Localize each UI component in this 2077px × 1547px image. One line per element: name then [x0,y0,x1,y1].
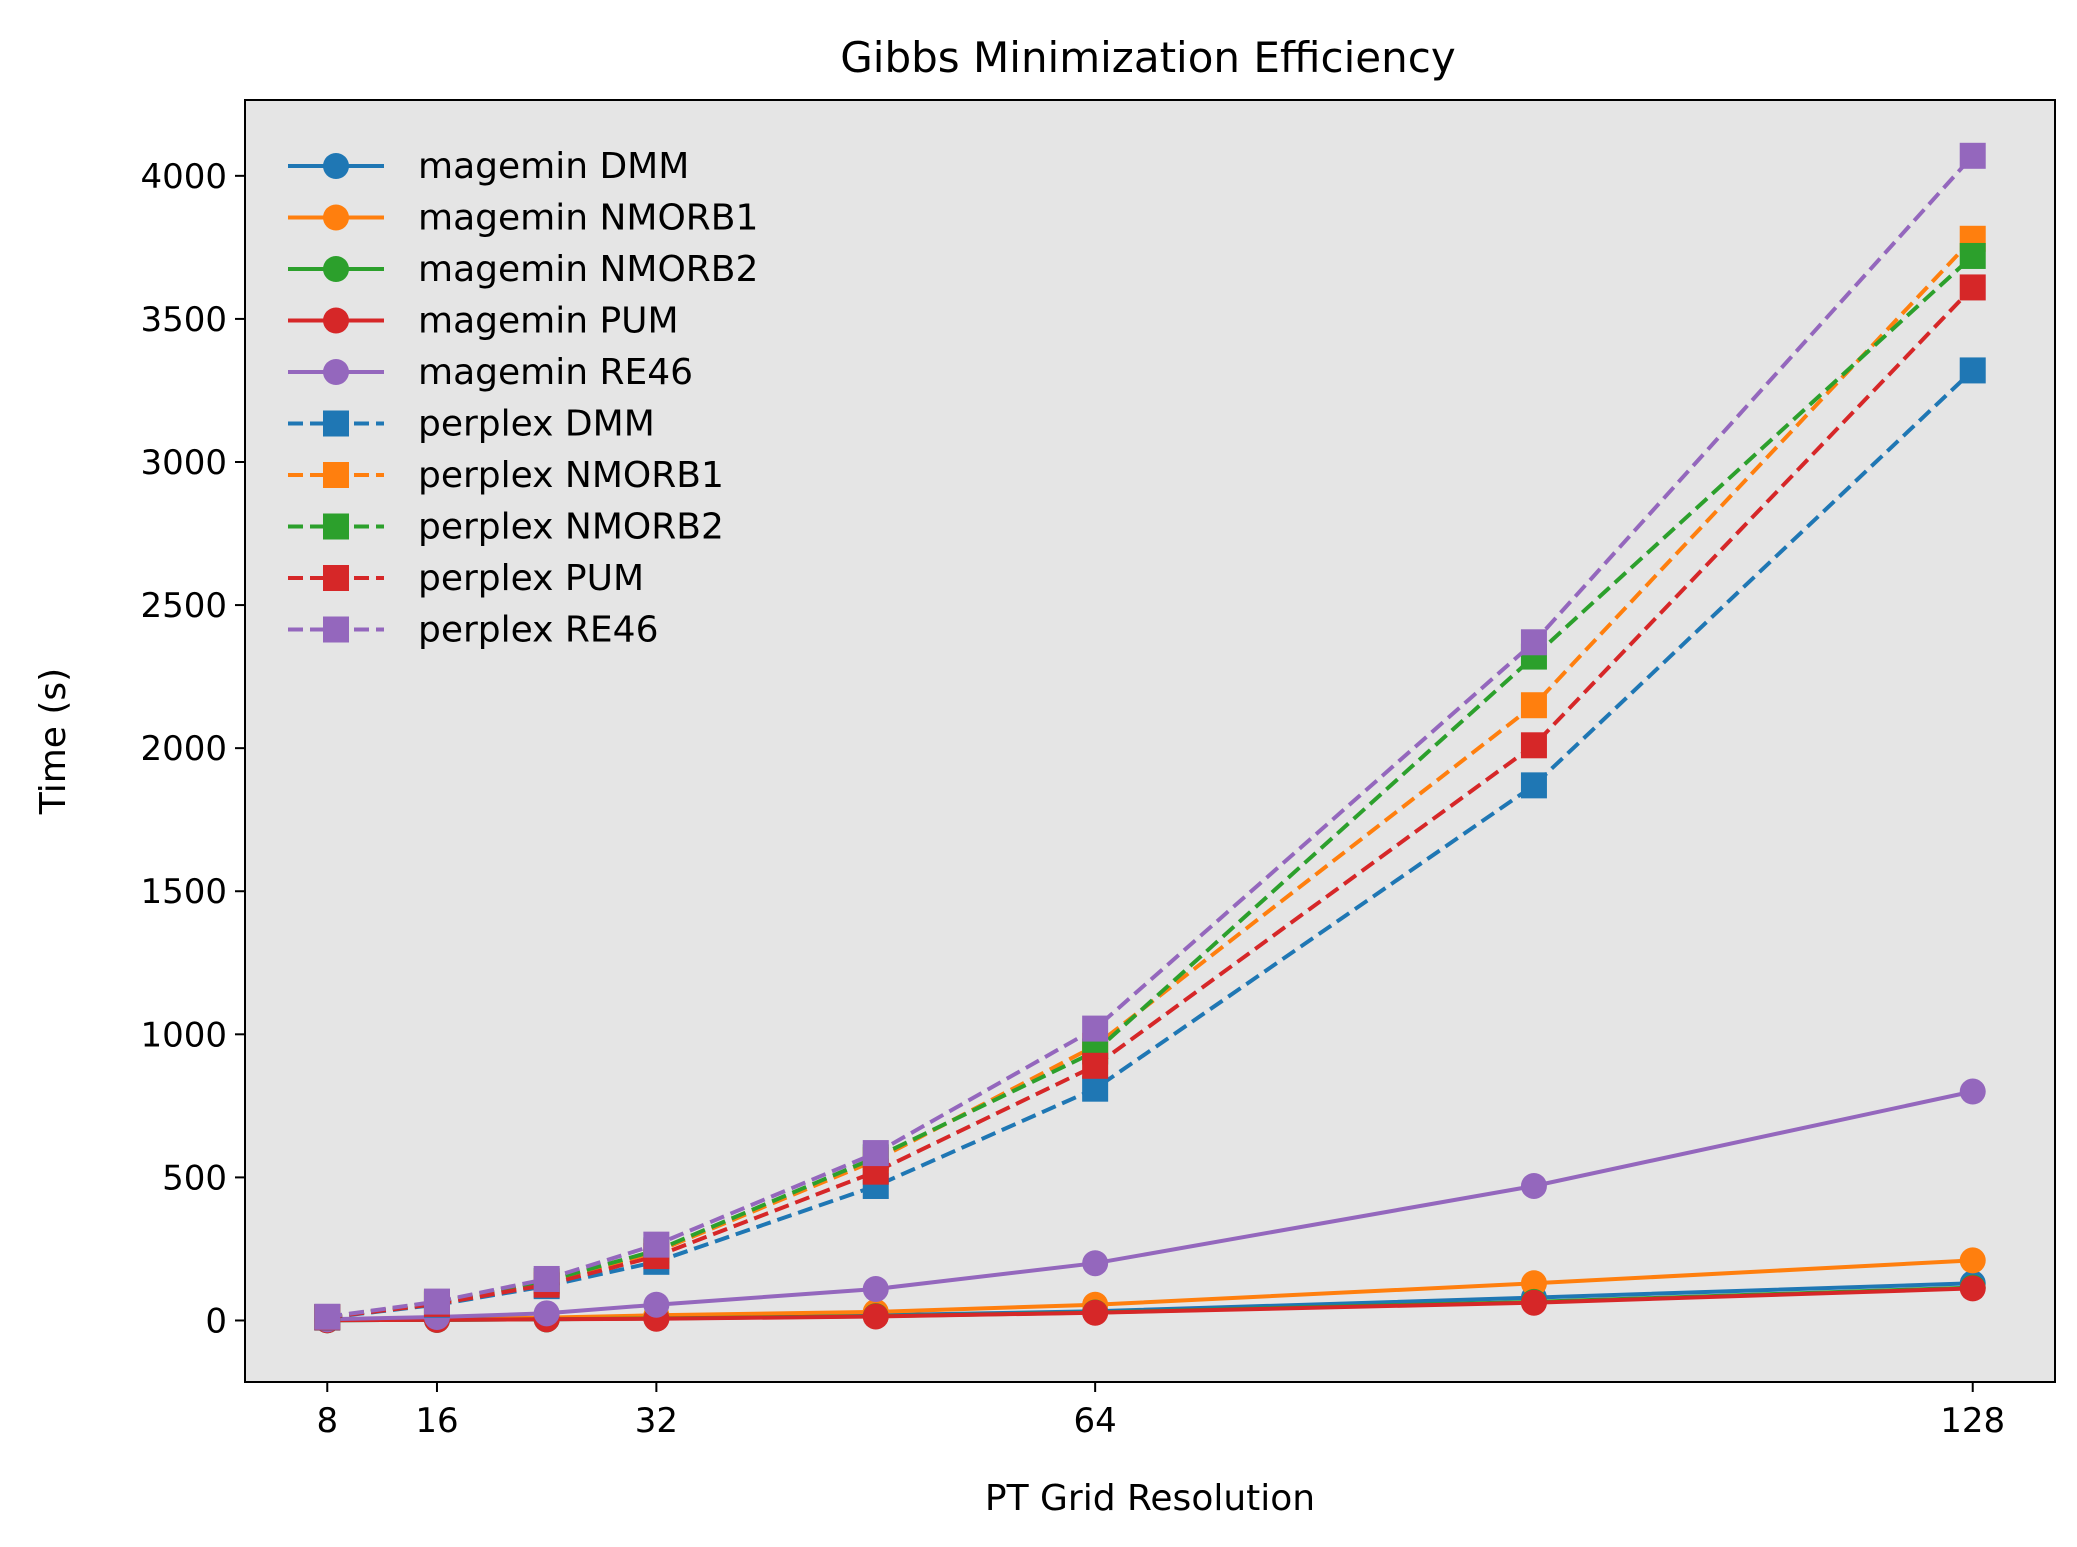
plot-area [245,100,2055,1382]
series-line-perplex-nmorb2 [327,254,1975,1319]
data-point-perplex-dmm [1520,772,1547,799]
series-line-perplex-pum [327,286,1975,1320]
data-point-magemin-re46 [1520,1172,1547,1199]
legend-marker [323,513,349,540]
series-line-magemin-re46 [327,1089,1974,1322]
legend-marker [323,204,349,231]
data-point-perplex-pum [1959,274,1986,301]
data-point-perplex-re46 [1520,629,1547,656]
x-tick-label: 16 [415,1401,458,1441]
series-layer [314,142,1986,1334]
data-point-perplex-nmorb1 [1520,692,1547,719]
data-point-magemin-re46 [1959,1078,1986,1105]
legend-label: magemin RE46 [418,352,693,393]
x-tick-label: 8 [316,1401,338,1441]
legend-item-magemin-dmm: magemin DMM [288,146,689,187]
legend-label: perplex RE46 [418,610,659,651]
legend-marker [323,307,349,334]
legend-item-perplex-pum: perplex PUM [288,558,644,599]
data-point-perplex-nmorb2 [1959,242,1986,269]
legend-marker [323,153,349,179]
legend-item-magemin-nmorb2: magemin NMORB2 [288,249,758,290]
legend-item-magemin-re46: magemin RE46 [288,352,693,393]
legend: magemin DMM magemin NMORB1 magemin NMORB2 m… [288,146,758,651]
legend-label: perplex NMORB2 [418,507,724,548]
legend-item-perplex-nmorb2: perplex NMORB2 [288,507,724,548]
legend-marker [323,565,349,591]
y-tick-label: 2500 [140,586,227,626]
y-tick-label: 2000 [140,729,227,769]
x-tick-label: 128 [1940,1401,2005,1441]
y-axis-label: Time (s) [33,668,74,815]
data-point-perplex-re46 [862,1140,889,1167]
data-point-magemin-re46 [1082,1250,1109,1277]
y-tick-label: 0 [205,1301,227,1341]
data-point-magemin-re46 [533,1300,560,1327]
y-tick-label: 1500 [140,872,227,912]
data-point-perplex-re46 [1082,1015,1109,1042]
data-point-perplex-pum [1520,732,1547,759]
data-point-magemin-re46 [643,1291,670,1318]
data-point-magemin-pum [1082,1299,1109,1326]
x-tick-label: 32 [635,1401,678,1441]
chart-title: Gibbs Minimization Efficiency [840,33,1455,82]
y-axis: 0 500 1000 1500 2000 2500 3000 3500 4000 [140,157,245,1341]
series-line-magemin-pum [327,1286,1973,1323]
data-point-perplex-re46 [423,1288,450,1315]
series-perplex-re46 [314,142,1986,1330]
legend-label: magemin PUM [418,301,679,342]
legend-label: perplex NMORB1 [418,455,724,496]
x-axis-label: PT Grid Resolution [985,1478,1315,1519]
data-point-perplex-pum [1082,1052,1109,1079]
data-point-magemin-nmorb1 [1520,1270,1547,1297]
legend-marker [323,410,349,437]
legend-label: magemin DMM [418,146,689,187]
legend-item-perplex-dmm: perplex DMM [288,404,655,445]
x-tick-label: 64 [1074,1401,1117,1441]
legend-label: perplex PUM [418,558,644,599]
data-point-magemin-pum [1959,1275,1986,1302]
data-point-perplex-re46 [533,1265,560,1292]
legend-item-perplex-re46: perplex RE46 [288,610,659,651]
data-point-perplex-re46 [1959,142,1986,169]
data-point-magemin-pum [862,1303,889,1330]
legend-marker [323,256,349,282]
y-tick-label: 500 [162,1158,227,1198]
data-point-perplex-re46 [643,1231,670,1258]
legend-item-perplex-nmorb1: perplex NMORB1 [288,455,724,496]
legend-item-magemin-pum: magemin PUM [288,301,679,342]
legend-marker [323,462,349,488]
legend-label: magemin NMORB1 [418,198,758,239]
y-tick-label: 3500 [140,300,227,340]
y-tick-label: 1000 [140,1015,227,1055]
x-axis: 8 16 32 64 128 [316,1382,2005,1441]
plot-frame [244,99,2056,1383]
data-point-magemin-re46 [862,1275,889,1302]
data-point-perplex-dmm [1959,357,1986,384]
y-tick-label: 3000 [140,443,227,483]
legend-label: perplex DMM [418,404,655,445]
legend-item-magemin-nmorb1: magemin NMORB1 [288,198,758,239]
series-line-perplex-dmm [327,368,1975,1320]
legend-marker [323,616,349,643]
data-point-perplex-dmm [1082,1075,1109,1102]
y-tick-label: 4000 [140,157,227,197]
legend-marker [323,359,349,385]
legend-label: magemin NMORB2 [418,249,758,290]
data-point-perplex-re46 [314,1303,341,1330]
data-point-magemin-pum [1520,1289,1547,1316]
data-point-magemin-nmorb1 [1959,1247,1986,1274]
